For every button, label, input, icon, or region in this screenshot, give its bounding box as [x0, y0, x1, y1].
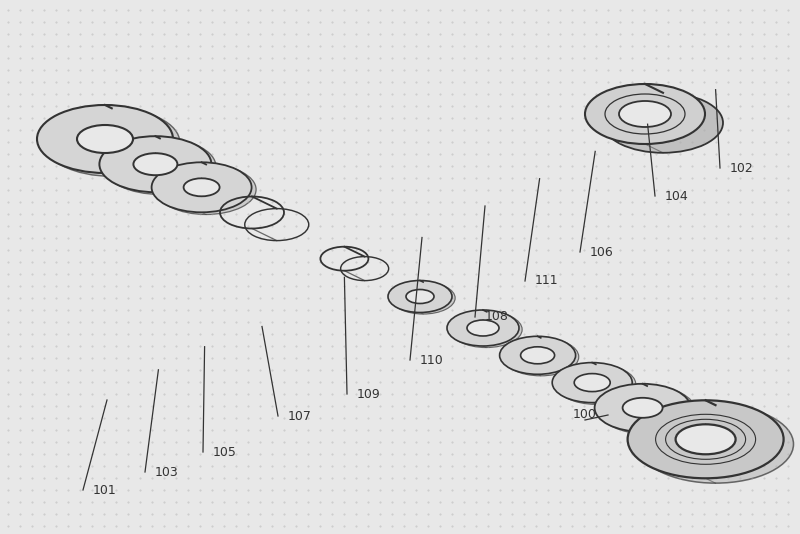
Ellipse shape	[77, 125, 133, 153]
Ellipse shape	[627, 400, 667, 420]
Text: 109: 109	[357, 388, 381, 400]
Ellipse shape	[37, 105, 173, 173]
Ellipse shape	[388, 280, 452, 312]
Ellipse shape	[156, 164, 256, 215]
Text: 111: 111	[535, 274, 558, 287]
Ellipse shape	[599, 386, 695, 434]
Ellipse shape	[44, 108, 180, 176]
Ellipse shape	[638, 405, 794, 483]
Ellipse shape	[574, 374, 610, 391]
Text: 110: 110	[420, 354, 444, 366]
Ellipse shape	[524, 348, 558, 365]
Ellipse shape	[391, 282, 455, 314]
Text: 102: 102	[730, 161, 754, 175]
Ellipse shape	[447, 310, 519, 346]
Text: 107: 107	[288, 410, 312, 422]
Ellipse shape	[152, 162, 251, 213]
Text: 100: 100	[573, 409, 597, 421]
Text: 104: 104	[665, 190, 689, 202]
Ellipse shape	[499, 336, 576, 374]
Text: 101: 101	[93, 483, 117, 497]
Ellipse shape	[467, 320, 499, 336]
Ellipse shape	[686, 429, 746, 459]
Text: 105: 105	[213, 445, 237, 459]
Text: 106: 106	[590, 246, 614, 258]
Ellipse shape	[138, 155, 182, 177]
Ellipse shape	[622, 398, 662, 418]
Ellipse shape	[450, 311, 522, 348]
Ellipse shape	[521, 347, 554, 364]
Ellipse shape	[134, 153, 178, 175]
Ellipse shape	[409, 291, 437, 305]
Ellipse shape	[104, 138, 216, 194]
Text: 108: 108	[485, 310, 509, 324]
Ellipse shape	[502, 338, 578, 376]
Ellipse shape	[84, 128, 140, 156]
Ellipse shape	[99, 136, 211, 192]
Ellipse shape	[188, 180, 224, 199]
Ellipse shape	[184, 178, 219, 197]
Ellipse shape	[675, 425, 736, 454]
Text: 103: 103	[155, 466, 178, 478]
Ellipse shape	[594, 384, 690, 432]
Ellipse shape	[627, 400, 784, 478]
Ellipse shape	[585, 84, 705, 144]
Ellipse shape	[619, 101, 671, 127]
Ellipse shape	[578, 375, 614, 394]
Ellipse shape	[470, 321, 502, 337]
Ellipse shape	[552, 363, 632, 403]
Ellipse shape	[556, 364, 636, 404]
Ellipse shape	[406, 289, 434, 303]
Ellipse shape	[603, 93, 723, 153]
